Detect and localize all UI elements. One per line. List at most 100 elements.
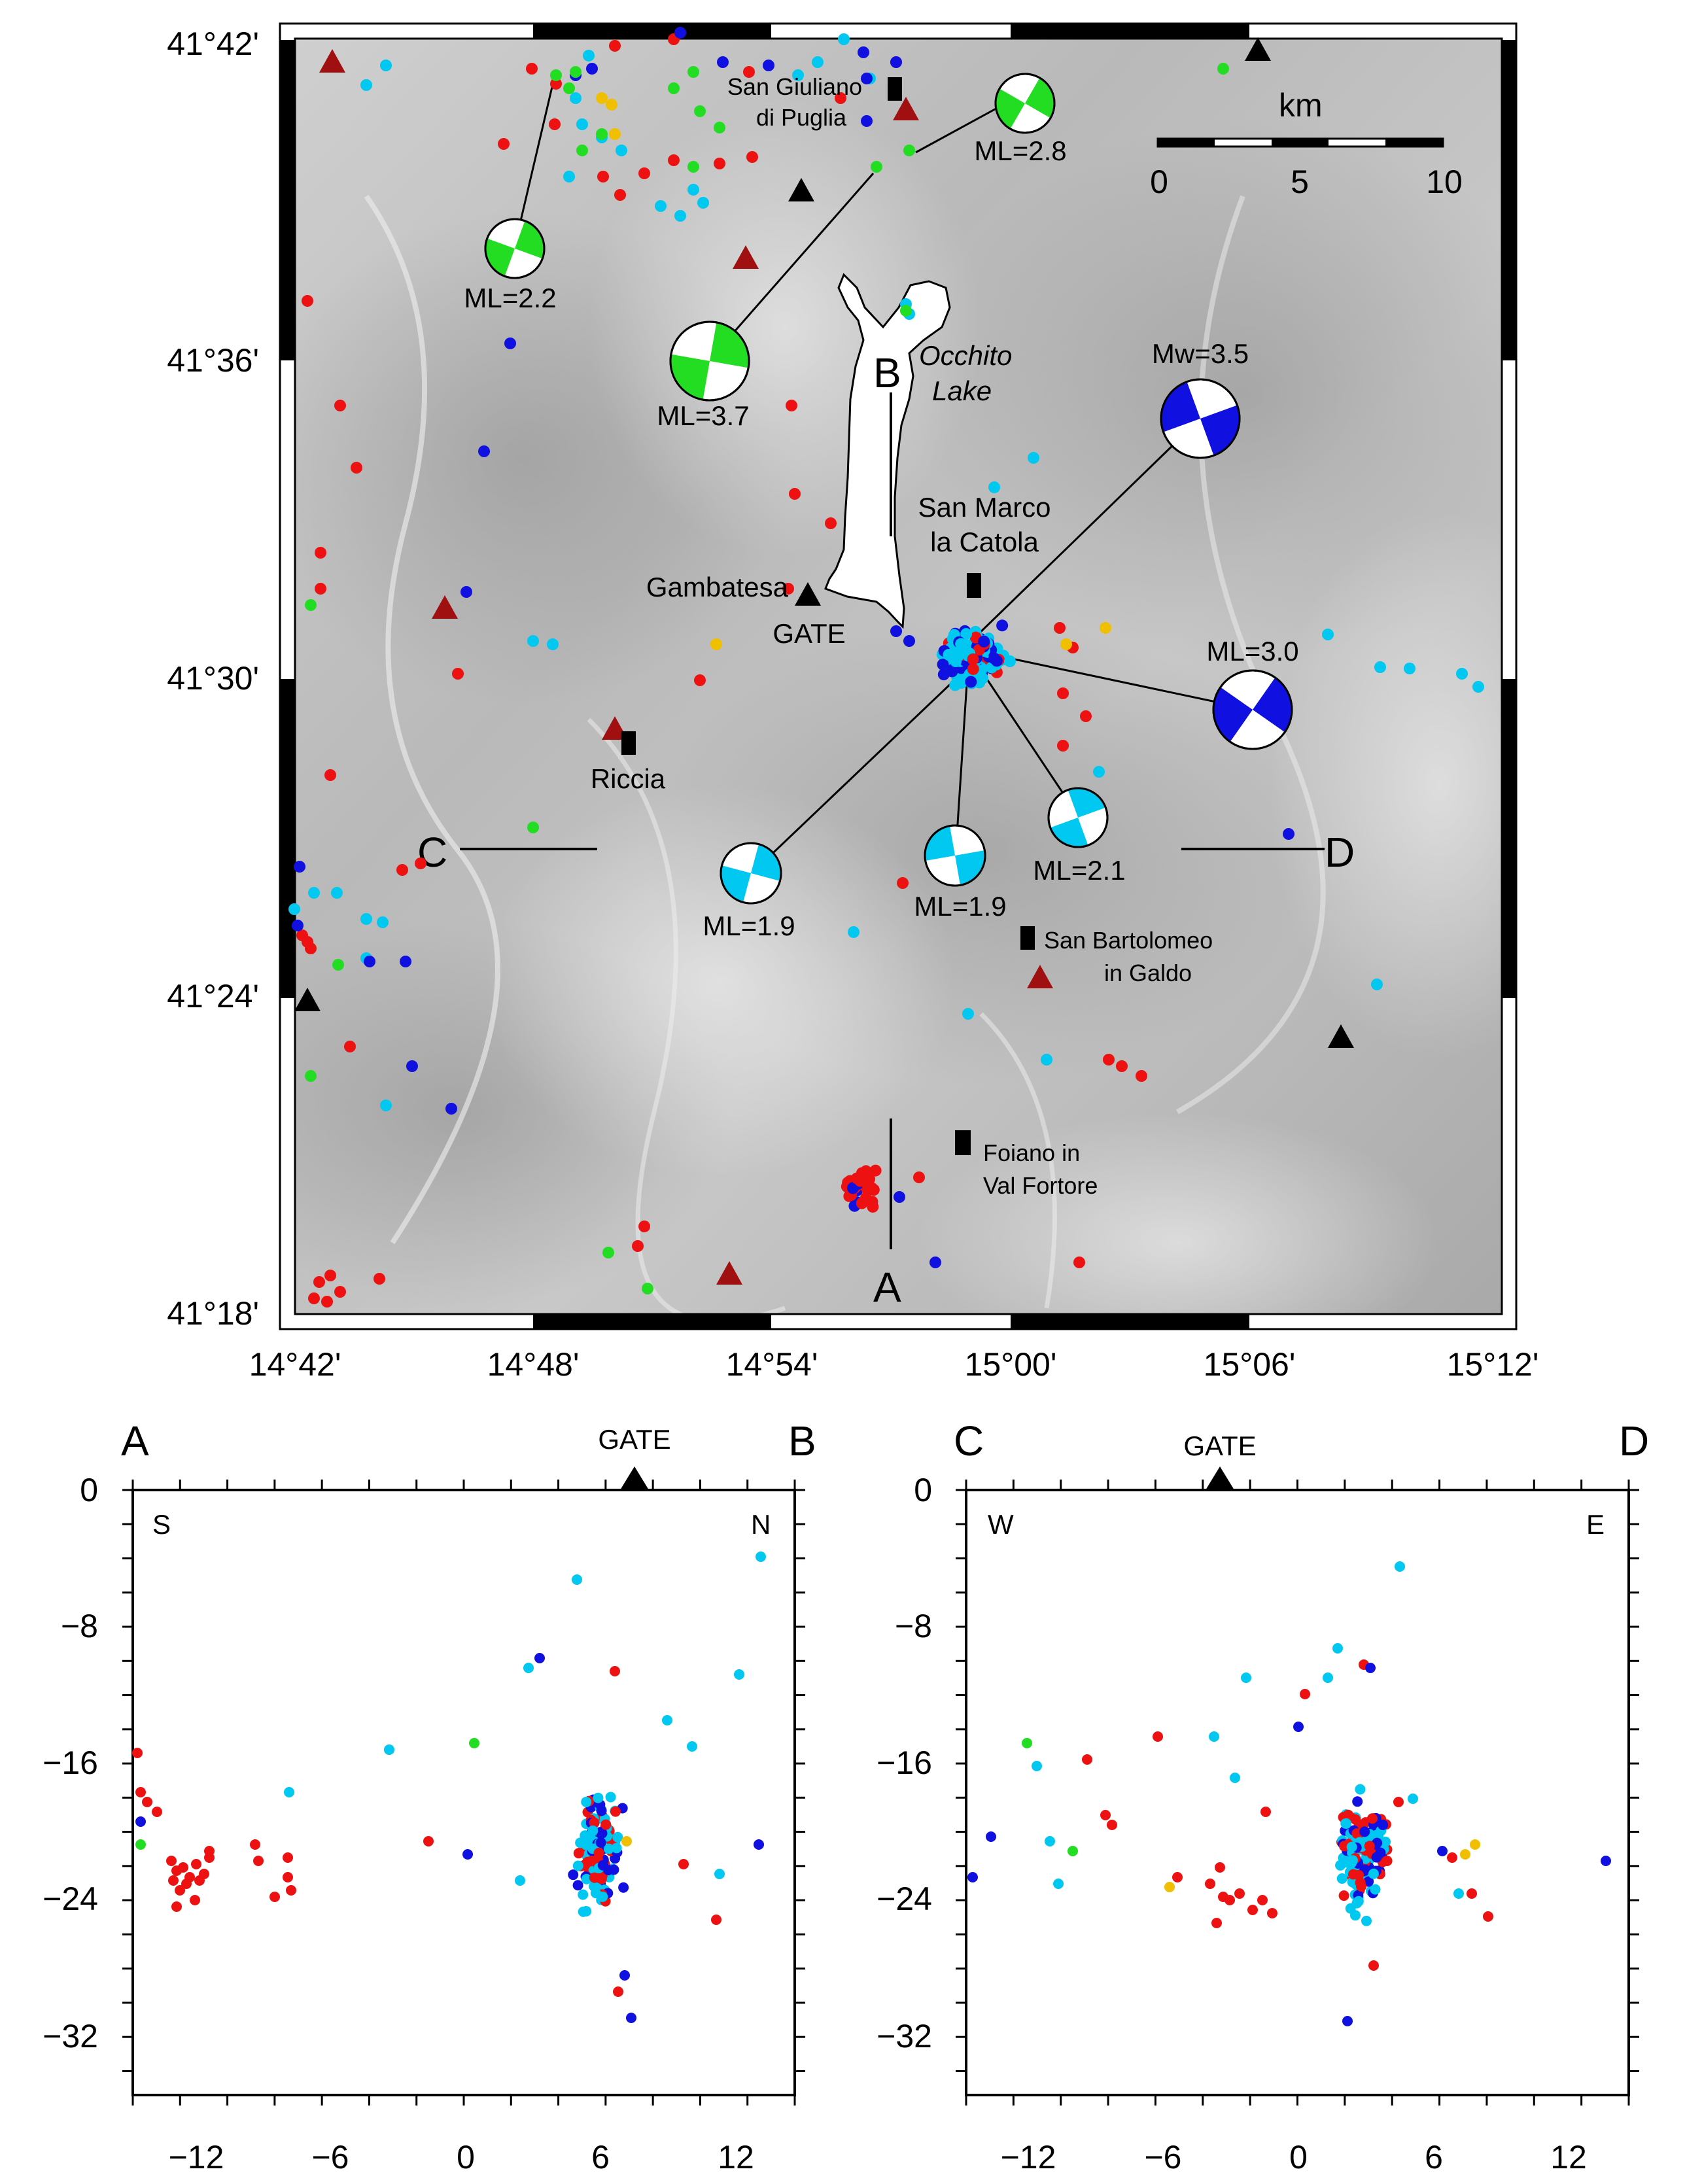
profile-d-label: D	[1325, 829, 1355, 876]
epicenter-dot	[597, 1860, 608, 1871]
epicenter-dot	[469, 1738, 479, 1748]
map-panel: 41°42' 41°36' 41°30' 41°24' 41°18' 14°42…	[167, 22, 1538, 1383]
focal-label: Mw=3.5	[1152, 338, 1249, 369]
epicenter-dot	[1601, 1856, 1611, 1866]
section-right-letter: B	[788, 1417, 816, 1465]
lon-label: 15°06'	[1204, 1346, 1296, 1383]
epicenter-dot	[955, 638, 967, 650]
cross-section-cd: C D GATE W E −12 −6 0 6 12 0 −8 −16 −24 …	[877, 1417, 1649, 2175]
epicenter-dot	[990, 655, 1003, 667]
scale-tick: 0	[1150, 164, 1168, 200]
lat-label: 41°42'	[167, 26, 259, 62]
epicenter-dot	[1371, 979, 1383, 990]
focal-label: ML=1.9	[703, 910, 795, 941]
station-triangle	[795, 582, 821, 606]
section-right-letter: D	[1619, 1417, 1649, 1465]
epicenter-dot	[1100, 1810, 1111, 1820]
epicenter-dot	[313, 1276, 325, 1288]
epicenter-dot	[605, 1792, 616, 1803]
epicenter-dot	[949, 679, 962, 691]
x-tick: 12	[1550, 2139, 1587, 2175]
epicenter-dot	[373, 1273, 385, 1285]
scale-unit: km	[1279, 87, 1323, 124]
epicenter-dot	[286, 1885, 296, 1896]
epicenter-dot	[754, 1839, 764, 1850]
focal-label: ML=2.2	[464, 283, 556, 313]
epicenter-dot	[1215, 1862, 1225, 1873]
epicenter-dot	[400, 956, 411, 967]
epicenter-dot	[714, 1869, 725, 1879]
epicenter-dot	[135, 1787, 146, 1797]
town-marker	[967, 573, 981, 598]
epicenter-dot	[1364, 1841, 1375, 1852]
station-triangle	[319, 49, 345, 73]
epicenter-dot	[168, 1875, 179, 1886]
scale-tick: 5	[1291, 164, 1309, 200]
epicenter-dot	[284, 1787, 294, 1797]
scale-tick: 10	[1426, 164, 1463, 200]
epicenter-dot	[581, 1796, 592, 1807]
epicenter-dot	[204, 1846, 215, 1856]
town-label: la Catola	[930, 527, 1039, 557]
x-tick-labels: −12 −6 0 6 12	[169, 2139, 754, 2175]
latitude-labels: 41°42' 41°36' 41°30' 41°24' 41°18'	[167, 26, 259, 1332]
epicenter-dot	[1060, 638, 1072, 650]
epicenter-dot	[1217, 63, 1229, 75]
epicenter-dot	[384, 1744, 394, 1755]
epicenter-dot	[550, 78, 562, 90]
epicenter-dot	[687, 66, 699, 78]
epicenter-dot	[1116, 1060, 1128, 1072]
epicenter-dot	[978, 635, 990, 648]
beachball	[1160, 378, 1241, 459]
epicenter-dot	[1483, 1911, 1493, 1922]
epicenter-dot	[423, 1836, 434, 1846]
epicenter-dot	[460, 586, 472, 598]
epicenter-dot	[1338, 1890, 1349, 1901]
epicenter-dot	[613, 1986, 623, 1997]
y-tick: −8	[61, 1608, 98, 1644]
profile-lines	[460, 392, 1325, 1249]
epicenter-dot	[191, 1859, 201, 1869]
focal-label: ML=2.8	[974, 135, 1066, 166]
epicenter-dot	[937, 668, 950, 681]
epicenter-dot	[603, 1843, 614, 1854]
map-stations	[294, 37, 1354, 1285]
epicenter-dot	[1368, 1868, 1379, 1879]
epicenter-dot	[856, 1197, 868, 1209]
epicenter-dot	[812, 56, 824, 68]
epicenter-dot	[570, 66, 582, 78]
lake-label: Occhito	[919, 340, 1012, 371]
profile-a-label: A	[873, 1264, 901, 1311]
epicenter-dot	[1260, 1807, 1271, 1817]
lat-label: 41°18'	[167, 1295, 259, 1332]
epicenter-dot	[523, 1663, 534, 1673]
epicenter-dot	[332, 959, 344, 971]
epicenter-dot	[586, 63, 598, 75]
epicenter-dot	[1103, 1054, 1115, 1066]
epicenter-dot	[578, 1889, 589, 1900]
epicenter-dot	[135, 1839, 146, 1850]
epicenter-dot	[380, 60, 392, 71]
y-tick: −16	[877, 1744, 932, 1781]
epicenter-dot	[550, 69, 562, 81]
y-tick: −8	[895, 1608, 932, 1644]
station-triangle	[1027, 965, 1053, 988]
town-label: Gambatesa	[646, 572, 789, 602]
focal-mechanisms	[484, 73, 1293, 905]
lon-label: 14°54'	[726, 1346, 818, 1383]
epicenter-dot	[1380, 1836, 1391, 1847]
epicenter-dot	[178, 1862, 188, 1873]
epicenter-dot	[1230, 1773, 1240, 1783]
epicenter-dot	[462, 1849, 473, 1860]
epicenter-dot	[135, 1816, 146, 1827]
epicenter-dot	[1378, 1819, 1389, 1830]
epicenter-dot	[171, 1901, 182, 1912]
map-frame-bars	[281, 24, 1516, 1328]
epicenter-dot	[1447, 1852, 1457, 1863]
town-label: di Puglia	[756, 104, 847, 131]
epicenter-dot	[152, 1807, 162, 1817]
epicenter-dot	[142, 1797, 152, 1807]
epicenter-dot	[614, 189, 626, 201]
epicenter-dot	[1375, 1847, 1386, 1858]
